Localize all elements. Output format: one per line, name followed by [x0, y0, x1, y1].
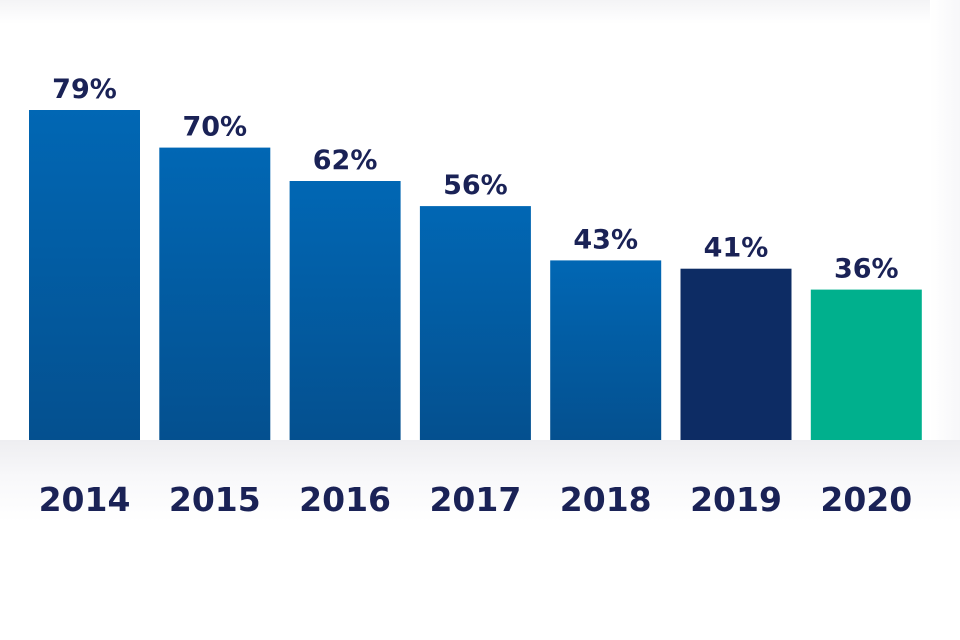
bar-2014	[29, 110, 140, 440]
right-shadow	[930, 0, 960, 520]
bar-2018	[550, 260, 662, 440]
value-label-2018: 43%	[573, 224, 638, 255]
bar-2015	[159, 147, 271, 440]
bars-group	[29, 110, 922, 440]
value-label-2016: 62%	[313, 145, 378, 176]
x-tick-label-2018: 2018	[560, 480, 652, 519]
top-shadow	[0, 0, 960, 24]
bar-2019	[680, 268, 792, 440]
value-label-2014: 79%	[52, 74, 117, 105]
value-label-2015: 70%	[182, 112, 247, 143]
x-tick-label-2020: 2020	[820, 480, 912, 519]
x-tick-label-2016: 2016	[299, 480, 391, 519]
x-tick-labels-group: 2014 2015 2016 2017 2018 2019 2020	[39, 480, 913, 519]
x-tick-label-2015: 2015	[169, 480, 261, 519]
value-labels-group: 79% 70% 62% 56% 43% 41% 36%	[52, 74, 898, 285]
bar-2016	[289, 181, 401, 440]
bar-2020	[810, 289, 922, 440]
value-label-2019: 41%	[704, 233, 769, 264]
x-tick-label-2017: 2017	[429, 480, 521, 519]
value-label-2020: 36%	[834, 254, 899, 285]
x-axis-band	[0, 440, 960, 522]
x-tick-label-2014: 2014	[39, 480, 131, 519]
bar-2017	[419, 206, 531, 440]
x-tick-label-2019: 2019	[690, 480, 782, 519]
value-label-2017: 56%	[443, 170, 508, 201]
